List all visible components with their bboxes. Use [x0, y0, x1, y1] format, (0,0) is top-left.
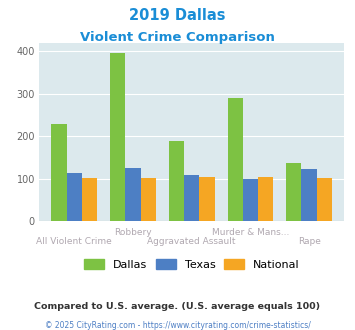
Text: © 2025 CityRating.com - https://www.cityrating.com/crime-statistics/: © 2025 CityRating.com - https://www.city… — [45, 321, 310, 330]
Text: Violent Crime Comparison: Violent Crime Comparison — [80, 31, 275, 44]
Bar — [200, 178, 214, 221]
Text: Rape: Rape — [298, 237, 321, 246]
Bar — [141, 178, 156, 221]
Bar — [67, 173, 82, 221]
Text: Robbery: Robbery — [114, 228, 152, 237]
Text: Aggravated Assault: Aggravated Assault — [147, 237, 236, 246]
Text: All Violent Crime: All Violent Crime — [37, 237, 112, 246]
Bar — [301, 169, 317, 221]
Bar — [110, 53, 125, 221]
Bar — [169, 141, 184, 221]
Text: 2019 Dallas: 2019 Dallas — [129, 8, 226, 23]
Bar — [51, 123, 67, 221]
Bar — [243, 179, 258, 221]
Bar — [184, 175, 200, 221]
Text: Compared to U.S. average. (U.S. average equals 100): Compared to U.S. average. (U.S. average … — [34, 302, 321, 311]
Legend: Dallas, Texas, National: Dallas, Texas, National — [79, 255, 304, 274]
Bar — [82, 178, 97, 221]
Text: Murder & Mans...: Murder & Mans... — [212, 228, 289, 237]
Bar — [228, 98, 243, 221]
Bar — [317, 178, 332, 221]
Bar — [125, 168, 141, 221]
Bar — [258, 178, 273, 221]
Bar — [286, 163, 301, 221]
